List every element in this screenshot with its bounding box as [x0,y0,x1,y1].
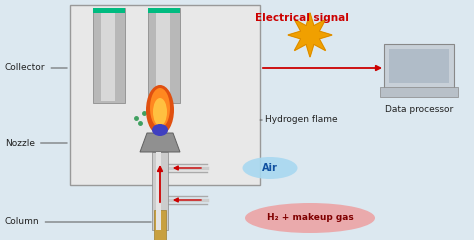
Text: Electrical signal: Electrical signal [255,13,349,23]
Text: Hydrogen flame: Hydrogen flame [260,115,337,125]
Text: Collector: Collector [5,64,67,72]
Polygon shape [140,133,180,152]
FancyBboxPatch shape [93,8,125,103]
FancyBboxPatch shape [156,152,161,230]
FancyBboxPatch shape [152,152,168,230]
FancyBboxPatch shape [148,8,180,13]
FancyBboxPatch shape [148,8,180,103]
FancyBboxPatch shape [93,8,125,13]
FancyBboxPatch shape [156,10,170,101]
Text: Nozzle: Nozzle [5,138,67,148]
Ellipse shape [153,98,167,126]
Ellipse shape [150,88,170,128]
Text: Data processor: Data processor [385,105,453,114]
Ellipse shape [146,85,174,135]
FancyBboxPatch shape [154,210,166,240]
FancyBboxPatch shape [70,5,260,185]
Text: Air: Air [262,163,278,173]
FancyBboxPatch shape [380,87,458,97]
FancyBboxPatch shape [101,10,115,101]
FancyBboxPatch shape [384,44,454,88]
FancyBboxPatch shape [389,49,449,83]
Ellipse shape [243,157,298,179]
Ellipse shape [245,203,375,233]
Text: Column: Column [5,217,151,227]
Text: H₂ + makeup gas: H₂ + makeup gas [266,214,354,222]
Ellipse shape [152,124,168,136]
Polygon shape [288,13,332,57]
